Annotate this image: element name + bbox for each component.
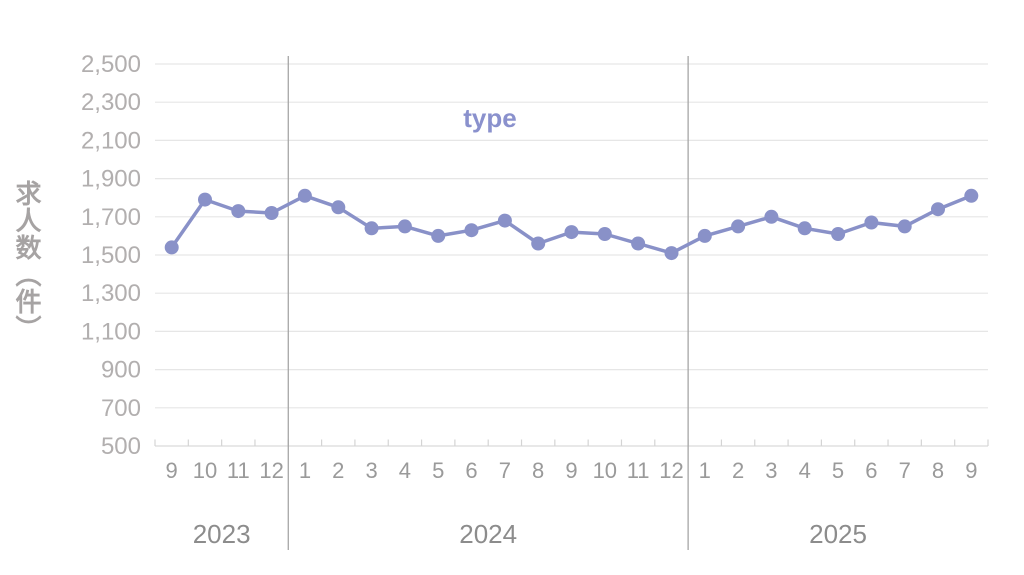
y-tick-label: 1,500 [81, 242, 141, 269]
data-point [797, 221, 812, 236]
data-point [564, 225, 579, 240]
month-label: 10 [193, 458, 217, 483]
month-label: 8 [532, 458, 544, 483]
data-point [364, 221, 379, 236]
month-label: 3 [365, 458, 377, 483]
month-label: 3 [765, 458, 777, 483]
data-point [764, 209, 779, 224]
data-point [597, 227, 612, 241]
month-label: 12 [259, 458, 283, 483]
month-label: 9 [166, 458, 178, 483]
month-label: 9 [965, 458, 977, 483]
year-label: 2024 [459, 519, 517, 549]
y-tick-label: 2,100 [81, 127, 141, 154]
data-point [431, 228, 446, 243]
month-label: 5 [432, 458, 444, 483]
data-point [331, 200, 346, 215]
month-label: 10 [593, 458, 617, 483]
month-label: 6 [865, 458, 877, 483]
data-point [231, 204, 246, 219]
data-line [169, 194, 974, 255]
y-tick-label: 500 [101, 433, 141, 460]
data-point [164, 240, 179, 255]
month-label: 5 [832, 458, 844, 483]
data-point [831, 227, 846, 241]
data-point [931, 202, 945, 217]
y-tick-label: 1,900 [81, 166, 141, 193]
month-label: 1 [699, 458, 711, 483]
month-label: 2 [332, 458, 344, 483]
month-label: 12 [659, 458, 683, 483]
y-tick-label: 2,500 [81, 51, 141, 78]
data-point [664, 246, 679, 261]
month-label: 7 [499, 458, 511, 483]
y-axis-title: 求人数（件） [12, 180, 42, 342]
data-point [864, 215, 879, 230]
month-label: 2 [732, 458, 744, 483]
month-label: 11 [627, 458, 650, 483]
month-label: 4 [799, 458, 811, 483]
month-label: 7 [899, 458, 911, 483]
month-label: 8 [932, 458, 944, 483]
month-label: 4 [399, 458, 411, 483]
y-tick-label: 900 [101, 357, 141, 384]
data-point [198, 192, 212, 207]
month-label: 6 [465, 458, 477, 483]
series-title-label: type [463, 103, 517, 133]
data-point [397, 219, 412, 234]
data-point [697, 228, 712, 243]
y-tick-label: 700 [101, 395, 141, 422]
data-point [731, 219, 746, 234]
data-point [897, 219, 912, 234]
year-label: 2023 [193, 519, 251, 549]
y-tick-label: 2,300 [81, 89, 141, 116]
month-label: 9 [565, 458, 577, 483]
year-label: 2025 [809, 519, 867, 549]
month-label: 11 [227, 458, 250, 483]
month-label: 1 [299, 458, 311, 483]
y-tick-label: 1,700 [81, 204, 141, 231]
data-point [297, 188, 312, 203]
data-point [531, 236, 546, 251]
y-tick-label: 1,300 [81, 280, 141, 307]
data-point [464, 223, 479, 238]
data-point [264, 206, 279, 220]
data-point [631, 236, 646, 251]
y-tick-label: 1,100 [81, 318, 141, 345]
data-point [964, 188, 979, 203]
data-point [497, 213, 512, 228]
